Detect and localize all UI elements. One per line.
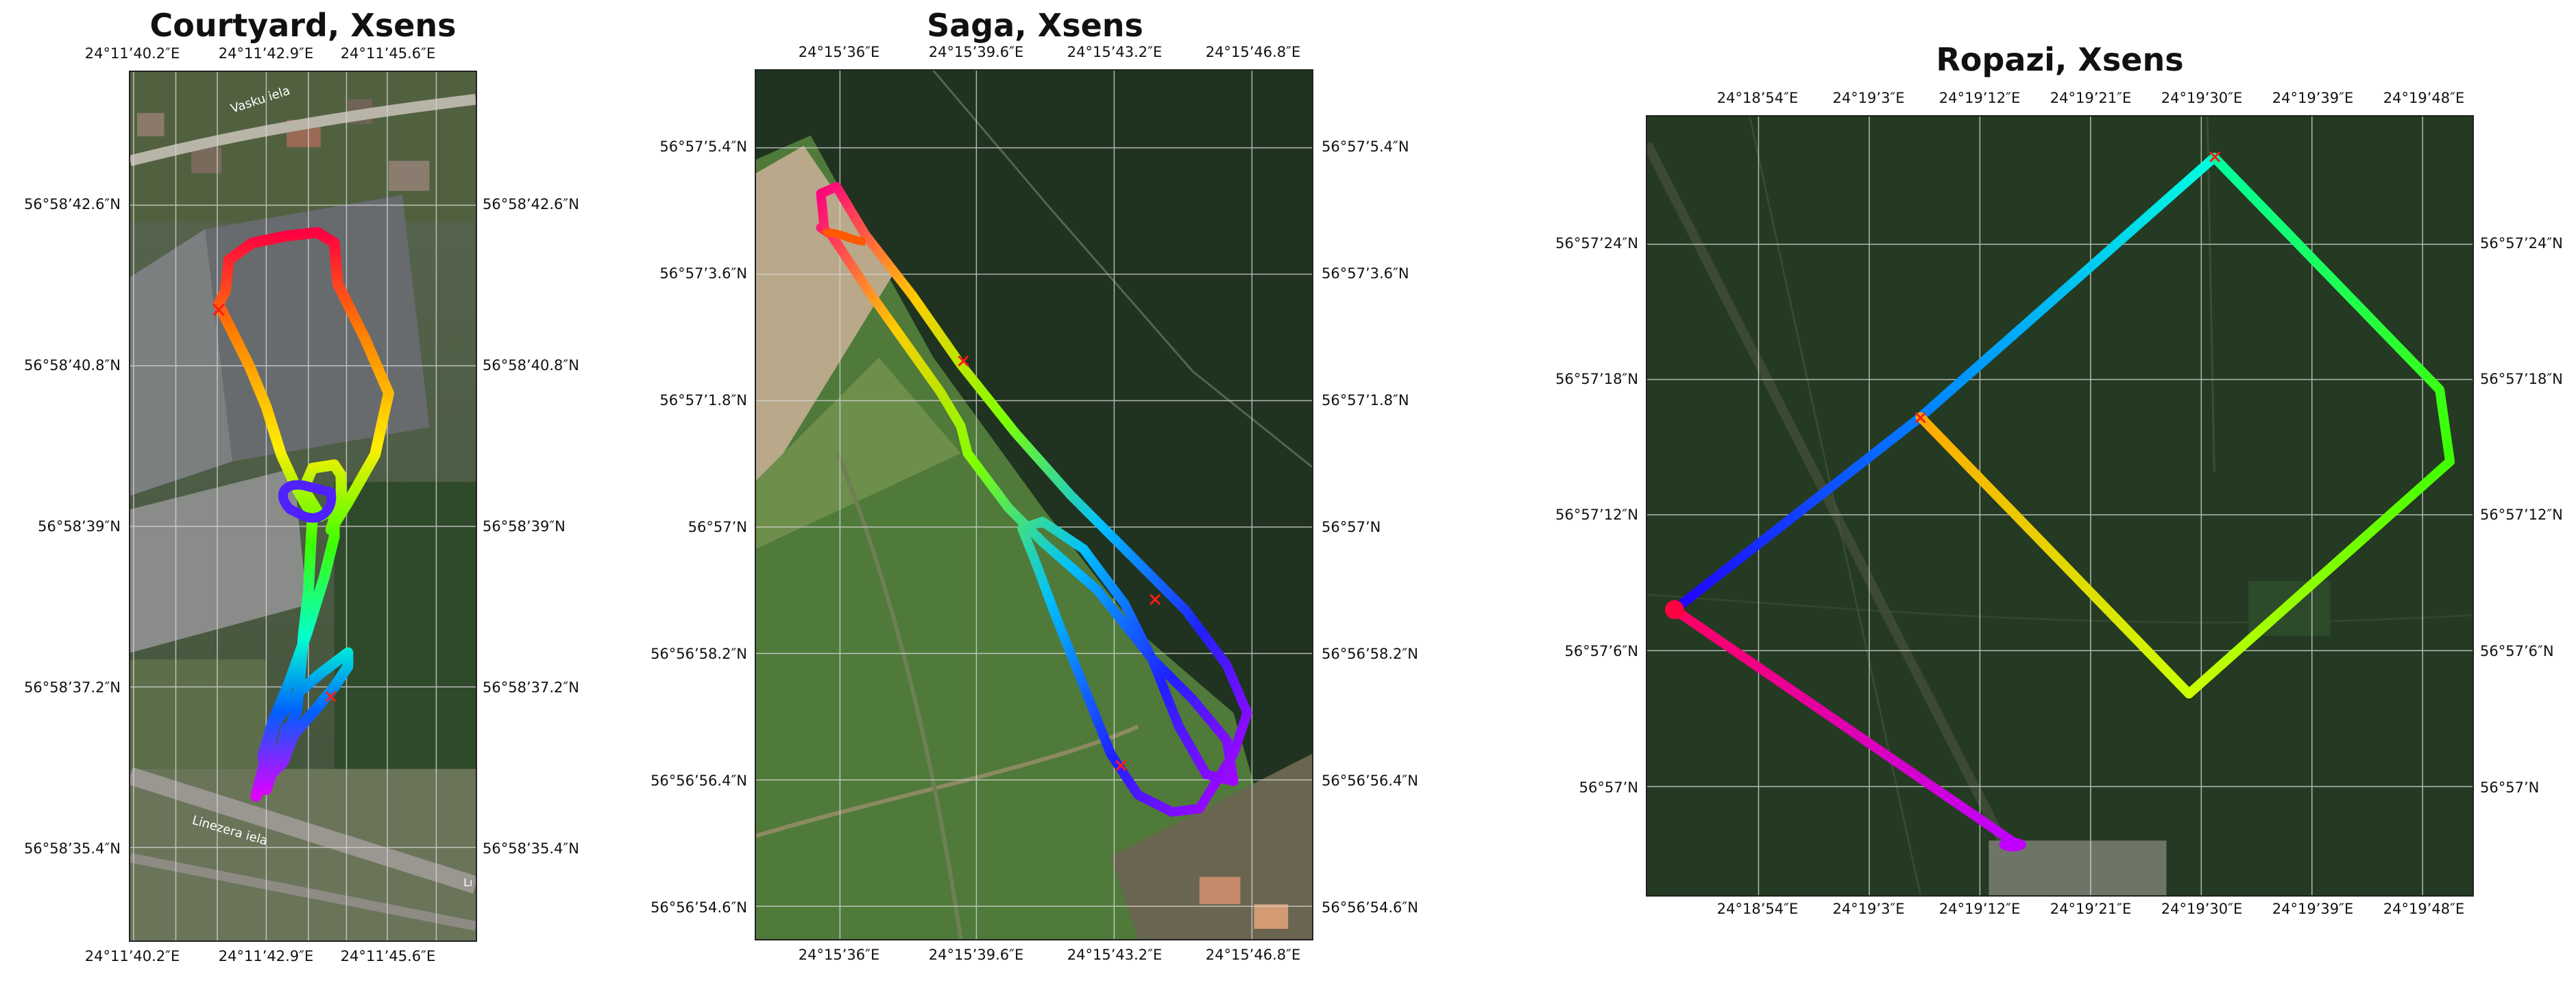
lon-tick-top: 24°19’21″E (2050, 90, 2132, 106)
lon-tick-bottom: 24°15’39.6″E (928, 947, 1024, 963)
lat-tick-left: 56°57’12″N (1555, 507, 1638, 523)
map-saga[interactable] (755, 69, 1313, 940)
lon-tick-top: 24°15’36″E (798, 44, 880, 60)
lon-tick-top: 24°19’39″E (2272, 90, 2354, 106)
red-x-marker-icon (958, 355, 969, 367)
lon-tick-bottom: 24°19’21″E (2050, 901, 2132, 917)
lon-tick-top: 24°19’48″E (2383, 90, 2465, 106)
lon-tick-top: 24°18’54″E (1716, 90, 1799, 106)
lat-tick-right: 56°58’37.2″N (483, 679, 579, 696)
lon-tick-top: 24°15’39.6″E (928, 44, 1024, 60)
lat-tick-left: 56°58’37.2″N (24, 679, 121, 696)
lat-tick-left: 56°57’24″N (1555, 235, 1638, 252)
lon-tick-bottom: 24°19’39″E (2272, 901, 2354, 917)
panel-title-ropazi: Ropazi, Xsens (1936, 41, 2184, 78)
lat-tick-right: 56°58’39″N (483, 518, 566, 535)
lon-tick-bottom: 24°18’54″E (1716, 901, 1799, 917)
red-x-marker-icon (212, 303, 225, 316)
satellite-imagery-courtyard: Vasku iela Linezera iela Lı (130, 72, 476, 940)
lon-tick-top: 24°19’3″E (1832, 90, 1905, 106)
red-x-marker-icon (1915, 412, 1926, 424)
lat-tick-right: 56°57’12″N (2480, 507, 2563, 523)
map-ropazi[interactable] (1646, 115, 2474, 897)
satellite-imagery-saga (756, 71, 1312, 939)
lon-tick-bottom: 24°11’42.9″E (218, 948, 314, 964)
lat-tick-right: 56°57’5.4″N (1322, 138, 1409, 155)
lon-tick-bottom: 24°19’12″E (1939, 901, 2021, 917)
red-x-marker-icon (1150, 594, 1161, 605)
lat-tick-right: 56°57’N (1322, 519, 1381, 535)
lat-tick-left: 56°57’18″N (1555, 371, 1638, 387)
street-label: Lı (463, 876, 472, 889)
lon-tick-top: 24°19’30″E (2161, 90, 2243, 106)
lat-tick-left: 56°57’N (688, 519, 747, 535)
red-x-marker-icon (2209, 151, 2221, 162)
lon-tick-bottom: 24°11’40.2″E (84, 948, 180, 964)
lat-tick-left: 56°58’42.6″N (24, 196, 121, 212)
red-x-marker-icon (325, 691, 337, 703)
lat-tick-left: 56°57’1.8″N (659, 392, 747, 409)
trajectory-path (816, 182, 1252, 817)
lat-tick-right: 56°56’58.2″N (1322, 646, 1418, 662)
lon-tick-top: 24°11’45.6″E (340, 45, 436, 62)
panel-title-saga: Saga, Xsens (927, 7, 1143, 44)
lon-tick-top: 24°15’46.8″E (1205, 44, 1301, 60)
lat-tick-left: 56°57’3.6″N (659, 265, 747, 282)
lat-tick-right: 56°56’54.6″N (1322, 899, 1418, 916)
lon-tick-bottom: 24°19’48″E (2383, 901, 2465, 917)
map-courtyard[interactable]: Vasku iela Linezera iela Lı (129, 71, 477, 942)
lat-tick-left: 56°58’40.8″N (24, 357, 121, 374)
lon-tick-bottom: 24°15’36″E (798, 947, 880, 963)
lat-tick-left: 56°57’6″N (1564, 643, 1638, 659)
panel-title-courtyard: Courtyard, Xsens (149, 7, 457, 44)
lat-tick-right: 56°57’24″N (2480, 235, 2563, 252)
lon-tick-bottom: 24°15’46.8″E (1205, 947, 1301, 963)
lon-tick-top: 24°11’42.9″E (218, 45, 314, 62)
lat-tick-left: 56°56’54.6″N (651, 899, 747, 916)
lon-tick-bottom: 24°11’45.6″E (340, 948, 436, 964)
lon-tick-top: 24°15’43.2″E (1067, 44, 1163, 60)
lon-tick-bottom: 24°15’43.2″E (1067, 947, 1163, 963)
lat-tick-right: 56°57’18″N (2480, 371, 2563, 387)
lat-tick-right: 56°58’42.6″N (483, 196, 579, 212)
lat-tick-right: 56°57’6″N (2480, 643, 2554, 659)
red-x-marker-icon (1115, 759, 1127, 771)
lat-tick-right: 56°57’1.8″N (1322, 392, 1409, 409)
lat-tick-right: 56°57’N (2480, 779, 2540, 796)
lat-tick-right: 56°58’40.8″N (483, 357, 579, 374)
lat-tick-right: 56°56’56.4″N (1322, 773, 1418, 789)
lat-tick-right: 56°57’3.6″N (1322, 265, 1409, 282)
trajectory-path (1669, 152, 2455, 849)
lon-tick-bottom: 24°19’30″E (2161, 901, 2243, 917)
lat-tick-left: 56°58’35.4″N (24, 840, 121, 857)
lat-tick-right: 56°58’35.4″N (483, 840, 579, 857)
lat-tick-left: 56°57’5.4″N (659, 138, 747, 155)
lon-tick-bottom: 24°19’3″E (1832, 901, 1905, 917)
lon-tick-top: 24°11’40.2″E (84, 45, 180, 62)
lon-tick-top: 24°19’12″E (1939, 90, 2021, 106)
trajectory-path (213, 227, 394, 802)
lat-tick-left: 56°58’39″N (38, 518, 121, 535)
lat-tick-left: 56°56’56.4″N (651, 773, 747, 789)
map-grid (1647, 117, 2472, 895)
lat-tick-left: 56°57’N (1579, 779, 1638, 796)
lat-tick-left: 56°56’58.2″N (651, 646, 747, 662)
satellite-imagery-ropazi (1647, 117, 2472, 895)
